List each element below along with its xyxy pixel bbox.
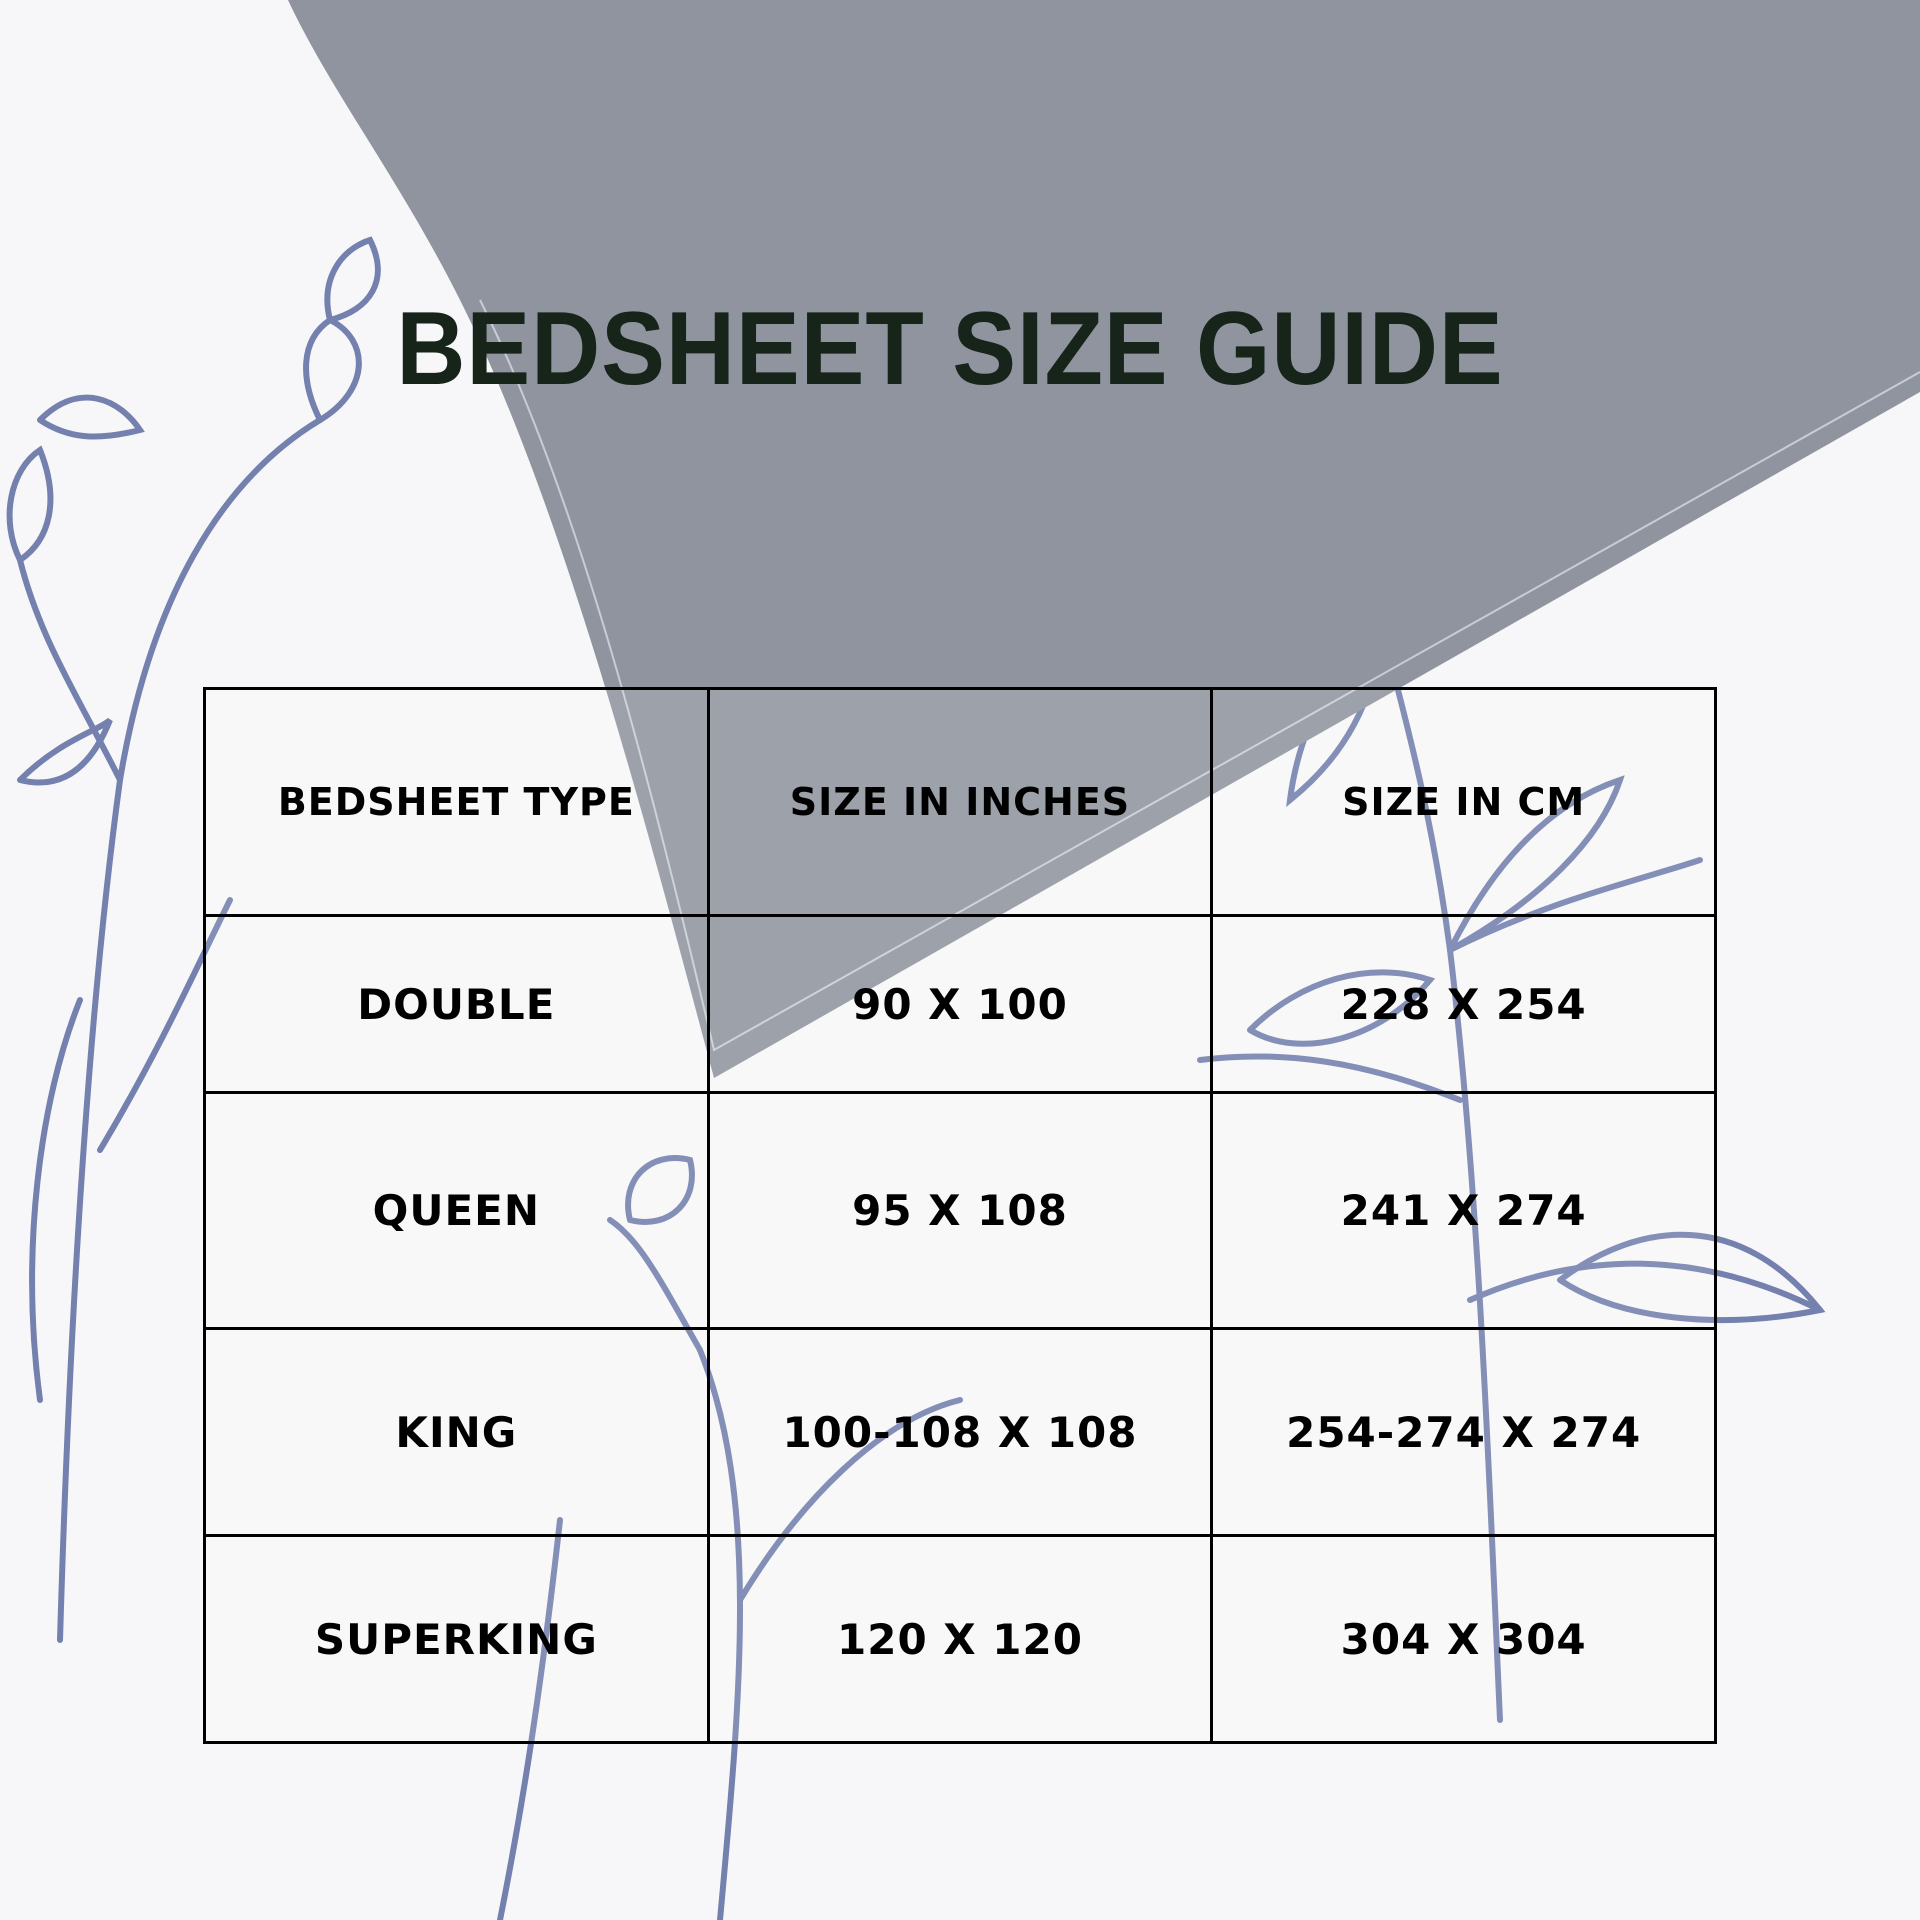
cell-type: DOUBLE [203, 914, 710, 1094]
size-guide-table: BEDSHEET TYPE SIZE IN INCHES SIZE IN CM … [203, 687, 1717, 1744]
page-title: BEDSHEET SIZE GUIDE [396, 291, 1504, 407]
cell-type: QUEEN [203, 1091, 710, 1330]
header-size-cm: SIZE IN CM [1210, 687, 1717, 917]
cell-cm: 304 X 304 [1210, 1534, 1717, 1744]
cell-inches: 95 X 108 [706, 1091, 1214, 1330]
table-header-row: BEDSHEET TYPE SIZE IN INCHES SIZE IN CM [203, 687, 1717, 917]
header-bedsheet-type: BEDSHEET TYPE [203, 687, 710, 917]
table-row: QUEEN 95 X 108 241 X 274 [203, 1091, 1717, 1330]
table-row: DOUBLE 90 X 100 228 X 254 [203, 914, 1717, 1094]
cell-cm: 228 X 254 [1210, 914, 1717, 1094]
cell-type: SUPERKING [203, 1534, 710, 1744]
cell-inches: 120 X 120 [706, 1534, 1214, 1744]
cell-inches: 100-108 X 108 [706, 1327, 1214, 1537]
cell-type: KING [203, 1327, 710, 1537]
cell-cm: 241 X 274 [1210, 1091, 1717, 1330]
cell-cm: 254-274 X 274 [1210, 1327, 1717, 1537]
cell-inches: 90 X 100 [706, 914, 1214, 1094]
table-row: SUPERKING 120 X 120 304 X 304 [203, 1534, 1717, 1744]
header-size-inches: SIZE IN INCHES [706, 687, 1214, 917]
table-row: KING 100-108 X 108 254-274 X 274 [203, 1327, 1717, 1537]
